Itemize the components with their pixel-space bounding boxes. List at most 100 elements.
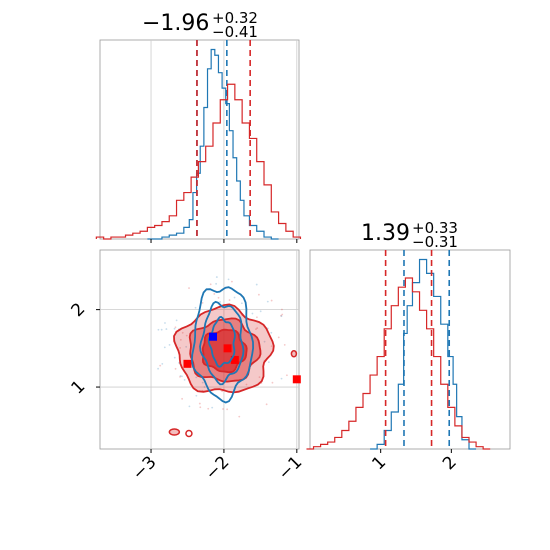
joint-sample-point [183, 378, 186, 381]
joint-sample-point [181, 397, 184, 400]
joint-sample-point [159, 364, 162, 367]
joint-sample-point [179, 376, 181, 378]
joint-sample-point [231, 280, 233, 283]
joint-sample-point [185, 334, 188, 337]
joint-sample-point [195, 376, 198, 379]
joint-sample-point [233, 296, 236, 299]
joint-sample-point [240, 302, 243, 305]
joint-sample-point [265, 403, 268, 406]
joint-sample-point [286, 374, 288, 377]
joint-sample-point [228, 299, 231, 301]
panel-joint-series [157, 276, 301, 438]
joint-sample-point [257, 293, 260, 296]
joint-sample-point [255, 328, 257, 331]
joint-series-1-marker-0 [208, 332, 217, 341]
joint-series-1-contour-0 [190, 286, 255, 404]
joint-sample-point [227, 278, 230, 281]
joint-sample-point [215, 282, 218, 285]
joint-sample-point [280, 377, 283, 380]
joint-sample-point [245, 383, 248, 386]
joint-sample-point [179, 374, 182, 377]
joint-sample-point [270, 331, 273, 334]
joint-sample-point [164, 322, 166, 324]
joint-sample-point [173, 356, 176, 359]
panel-x-series-1-step [95, 83, 302, 240]
joint-sample-point [201, 301, 204, 304]
panel-y-tick-label: 1 [368, 452, 390, 474]
joint-sample-point [280, 315, 283, 318]
joint-sample-point [217, 296, 220, 299]
joint-sample-point [209, 283, 212, 286]
panel-x-frame [99, 39, 300, 240]
joint-sample-point [270, 345, 273, 348]
joint-sample-point [277, 336, 280, 339]
joint-series-0-marker-3 [292, 375, 301, 384]
joint-series-0-marker-2 [223, 344, 232, 353]
joint-sample-point [157, 367, 159, 370]
joint-sample-point [219, 301, 221, 303]
joint-sample-point [174, 367, 177, 370]
joint-sample-point [283, 344, 286, 346]
panel-x-title-lower: −0.41 [212, 23, 258, 41]
panel-y-series [306, 250, 491, 450]
panel-x-title-upper: +0.32 [212, 9, 258, 27]
joint-sample-point [198, 402, 201, 405]
joint-sample-point [213, 293, 216, 295]
joint-sample-point [185, 345, 188, 348]
joint-sample-point [256, 327, 259, 329]
joint-sample-point [194, 306, 197, 309]
panel-y-tick-label: 2 [439, 452, 461, 474]
joint-sample-point [161, 362, 164, 365]
joint-sample-point [251, 312, 254, 315]
panel-y-title-upper: +0.33 [412, 219, 458, 237]
panel-x-series-0-step [147, 48, 279, 240]
joint-sample-point [175, 319, 178, 322]
joint-sample-point [160, 328, 163, 331]
joint-sample-point [174, 326, 177, 329]
joint-sample-point [270, 299, 273, 302]
joint-sample-point [259, 310, 262, 313]
panel-y-title-median: 1.39 [361, 221, 410, 246]
joint-sample-point [188, 405, 191, 408]
panel-joint-yticks: 12 [68, 299, 100, 398]
joint-sample-point [201, 381, 204, 384]
joint-sample-point [165, 328, 168, 330]
joint-sample-point [211, 406, 214, 409]
joint-sample-point [199, 406, 202, 409]
joint-ytick-label: 2 [68, 299, 90, 321]
joint-ytick-label: 1 [68, 377, 90, 399]
joint-sample-point [188, 287, 190, 289]
panel-y-series-1-step [306, 277, 491, 450]
joint-sample-point [179, 347, 182, 349]
joint-contour-island [290, 350, 298, 358]
joint-sample-point [281, 313, 284, 316]
panel-x-series [95, 40, 302, 240]
joint-sample-point [281, 308, 283, 311]
joint-xtick-label: −2 [202, 452, 234, 484]
joint-sample-point [266, 300, 269, 303]
joint-sample-point [258, 376, 261, 379]
panel-x-title-median: −1.96 [142, 11, 209, 36]
joint-sample-point [256, 316, 258, 319]
joint-sample-point [207, 407, 210, 410]
joint-sample-point [181, 331, 184, 334]
joint-sample-point [215, 276, 218, 278]
joint-sample-point [267, 361, 270, 364]
joint-xtick-label: −1 [274, 452, 306, 484]
panel-y-series-0-step [370, 258, 477, 450]
panel-x-ticks [150, 239, 298, 243]
panel-joint-xticks: −3 −2 −1 [129, 449, 306, 484]
joint-sample-point [203, 386, 206, 388]
panel-joint: −3 −2 −1 12 [68, 249, 306, 484]
joint-sample-point [238, 415, 241, 418]
joint-sample-point [179, 338, 182, 341]
joint-sample-point [163, 346, 166, 349]
joint-sample-point [168, 343, 171, 346]
joint-sample-point [226, 408, 229, 411]
joint-sample-point [195, 394, 198, 397]
panel-x-marginal: −1.96 +0.32 −0.41 [95, 9, 302, 243]
joint-sample-point [263, 340, 266, 343]
